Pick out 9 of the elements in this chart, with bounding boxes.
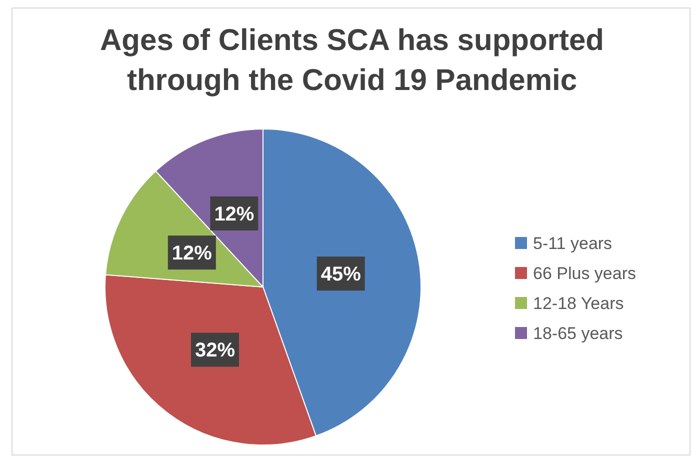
data-label: 45% xyxy=(320,264,362,286)
legend-label: 5-11 years xyxy=(533,234,612,253)
data-label: 12% xyxy=(172,242,212,265)
chart-title: Ages of Clients SCA has supported through the Covid 19 Pandemic xyxy=(100,24,604,97)
legend-label: 66 Plus years xyxy=(533,264,636,283)
legend-label: 18-65 years xyxy=(533,324,623,343)
data-label: 32% xyxy=(194,340,236,362)
data-label: 12% xyxy=(214,203,254,226)
legend-label: 12-18 Years xyxy=(533,294,624,313)
